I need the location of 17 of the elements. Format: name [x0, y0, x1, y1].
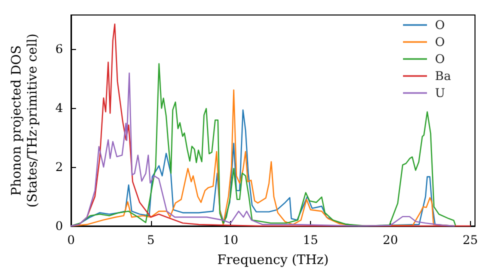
- y-tick-label: 4: [55, 100, 64, 115]
- y-axis-title: Phonon projected DOS (States/THz·primitive cell): [10, 33, 40, 208]
- legend-label: O: [435, 18, 445, 32]
- x-tick-label: 20: [382, 233, 398, 247]
- x-tick-label: 15: [302, 233, 318, 247]
- legend-label: O: [435, 35, 445, 49]
- y-tick-label: 6: [55, 42, 63, 56]
- x-tick-label: 0: [67, 233, 75, 247]
- legend-label: Ba: [435, 69, 451, 83]
- legend-label: O: [435, 52, 445, 66]
- x-axis-title: Frequency (THz): [217, 253, 329, 268]
- x-tick-label: 25: [462, 233, 478, 247]
- y-tick-label: 2: [55, 160, 63, 174]
- x-tick-label: 10: [223, 233, 238, 247]
- y-tick-label: 0: [55, 219, 63, 233]
- x-tick-label: 5: [147, 233, 155, 247]
- legend-label: U: [435, 86, 446, 100]
